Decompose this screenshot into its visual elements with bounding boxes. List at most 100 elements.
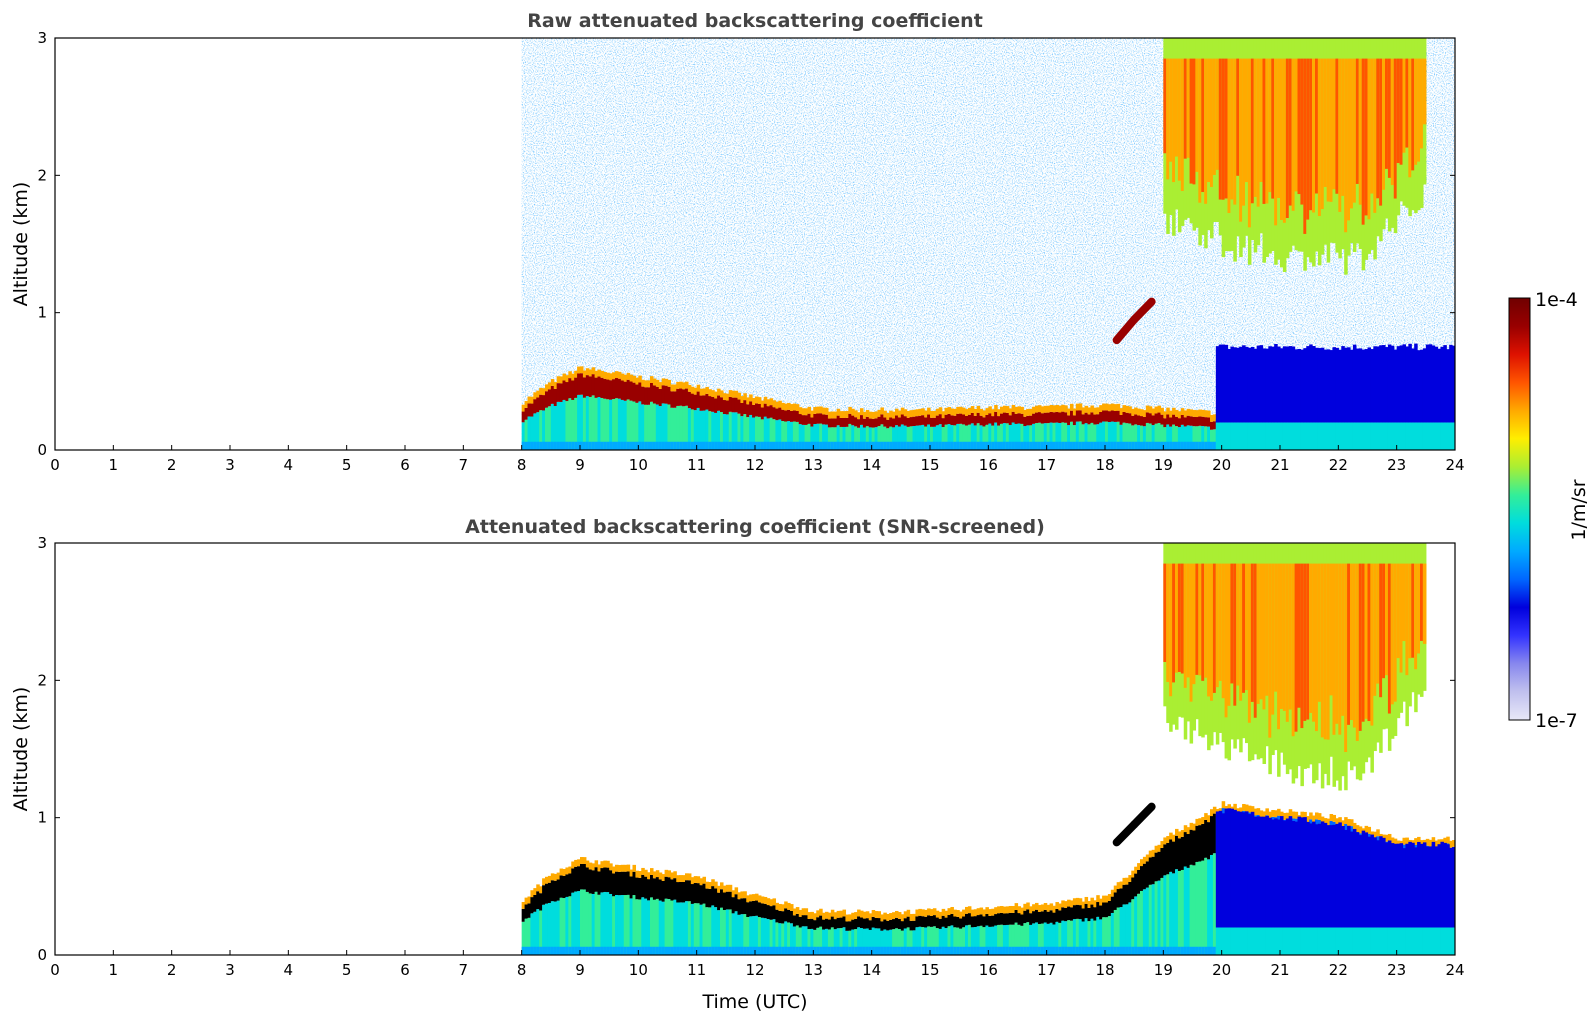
x-tick-label: 8	[517, 456, 527, 474]
bl-peak	[609, 380, 613, 400]
bl-column	[1116, 421, 1121, 450]
bl-peak	[644, 387, 648, 405]
cirrus-core	[1306, 58, 1310, 220]
bl-base	[1000, 441, 1004, 450]
bl-column	[860, 424, 864, 450]
bl-base	[973, 441, 978, 450]
bl-peak	[615, 378, 619, 399]
bl-edge	[1221, 801, 1226, 809]
bl-column	[851, 425, 855, 450]
bl-base	[1102, 946, 1106, 955]
bl-column	[629, 400, 634, 450]
residual-base	[1358, 422, 1363, 450]
bl-column	[1148, 423, 1153, 450]
bl-column	[772, 419, 777, 450]
bl-edge	[871, 909, 876, 917]
bl-base	[839, 441, 844, 450]
bl-edge	[787, 402, 791, 410]
bl-peak	[702, 395, 707, 411]
bl-peak	[565, 382, 569, 402]
bl-base	[661, 441, 666, 450]
residual-base	[1326, 927, 1331, 955]
bl-peak	[1014, 413, 1019, 424]
residual-base	[1291, 422, 1296, 450]
residual-layer	[1230, 808, 1234, 928]
residual-layer	[1303, 348, 1307, 423]
bl-column	[1090, 422, 1094, 450]
bl-base	[1040, 441, 1045, 450]
bl-base	[1043, 946, 1048, 955]
residual-layer	[1317, 823, 1322, 928]
residual-layer	[1245, 346, 1249, 423]
bl-peak	[909, 920, 914, 931]
cirrus-core	[1414, 58, 1418, 165]
cirrus-core	[1422, 563, 1427, 644]
residual-base	[1297, 422, 1302, 450]
bl-edge	[892, 912, 896, 920]
bl-edge	[629, 869, 634, 877]
bl-edge	[1017, 906, 1022, 914]
bl-base	[542, 946, 546, 955]
residual-layer	[1239, 346, 1243, 423]
bl-peak	[647, 387, 651, 405]
bl-column	[1072, 919, 1077, 955]
bl-edge	[976, 908, 981, 916]
bl-base	[582, 946, 587, 955]
bl-column	[1035, 922, 1039, 955]
residual-base	[1221, 422, 1226, 450]
cirrus-core	[1166, 58, 1170, 180]
bl-edge	[982, 410, 987, 418]
bl-column	[1137, 893, 1141, 955]
cirrus-core	[1230, 563, 1234, 684]
residual-base	[1309, 927, 1313, 955]
bl-base	[991, 441, 995, 450]
residual-layer	[1274, 818, 1278, 928]
bl-edge	[1008, 408, 1013, 416]
bl-edge	[757, 397, 762, 404]
bl-edge	[1119, 408, 1124, 415]
bl-base	[988, 441, 992, 450]
bl-peak	[623, 871, 628, 896]
bl-peak	[997, 913, 1001, 925]
residual-base	[1259, 422, 1264, 450]
bl-edge	[1142, 856, 1147, 864]
bl-peak	[854, 918, 858, 930]
bl-edge	[921, 909, 925, 917]
residual-base	[1390, 422, 1395, 450]
bl-peak	[775, 408, 779, 421]
bl-peak	[743, 400, 747, 415]
bl-column	[1169, 871, 1173, 955]
bl-peak	[617, 378, 622, 399]
bl-edge	[1341, 820, 1345, 828]
bl-peak	[632, 871, 637, 896]
bl-edge	[1151, 849, 1156, 857]
bl-edge	[956, 910, 960, 917]
bl-base	[1175, 441, 1179, 450]
x-tick-label: 6	[400, 961, 410, 979]
bl-column	[711, 411, 715, 450]
bl-base	[1058, 441, 1062, 450]
bl-base	[1061, 441, 1065, 450]
bl-base	[822, 441, 826, 450]
bl-base	[1142, 441, 1147, 450]
bl-column	[895, 928, 899, 955]
residual-layer	[1431, 345, 1436, 423]
bl-peak	[705, 888, 709, 908]
bl-edge	[582, 857, 587, 864]
panel-raw-title: Raw attenuated backscattering coefficien…	[527, 10, 983, 32]
x-tick-label: 20	[1212, 456, 1231, 474]
y-tick-label: 2	[37, 671, 47, 689]
bl-peak	[1000, 912, 1004, 925]
cirrus-core	[1297, 563, 1302, 708]
bl-column	[1175, 869, 1179, 955]
bl-base	[545, 441, 549, 450]
bl-base	[1180, 946, 1185, 955]
bl-edge	[588, 369, 593, 377]
cirrus-core	[1166, 563, 1170, 682]
bl-base	[1186, 946, 1191, 955]
bl-edge	[1189, 409, 1194, 417]
bl-base	[932, 441, 937, 450]
bl-peak	[801, 415, 806, 425]
bl-edge	[749, 394, 753, 402]
